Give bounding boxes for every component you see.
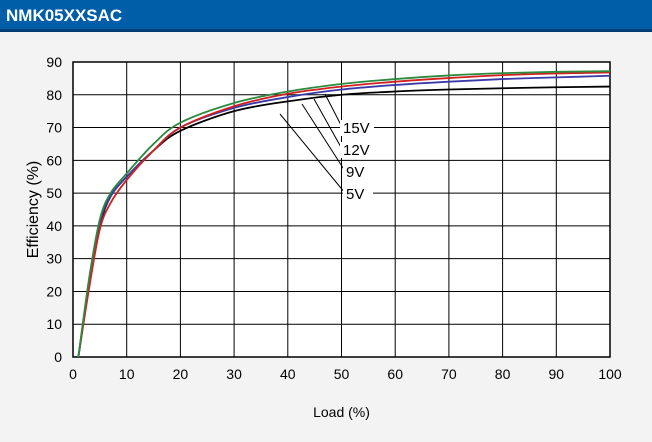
annotation-bg [340,120,374,136]
x-tick-label: 80 [495,366,511,382]
y-tick-label: 50 [46,185,62,201]
tick-labels: 0 10 20 30 40 50 60 70 80 90 100 0 10 20 30 40 50 60 70 80 9… [46,54,621,382]
annotation-bg [340,142,374,158]
annotation-bg [343,164,373,180]
annotation-leader [301,103,346,172]
y-tick-label: 0 [54,349,62,365]
y-tick-label: 10 [46,316,62,332]
x-tick-label: 100 [598,366,622,382]
annotation-leader [324,93,343,128]
series-label-5V: 5V [346,186,364,203]
chart-title: NMK05XXSAC [6,6,123,25]
x-tick-label: 70 [441,366,457,382]
series-label-9V: 9V [346,164,364,181]
grid [72,61,611,358]
annotation-leader [313,98,343,150]
x-tick-label: 90 [549,366,565,382]
y-tick-label: 60 [46,152,62,168]
series-line-15V [77,70,611,358]
y-axis-label: Efficiency (%) [25,161,42,259]
x-tick-label: 40 [280,366,296,382]
x-tick-label: 50 [334,366,350,382]
x-axis-label: Load (%) [313,404,370,420]
series-annotations: 15V 12V 9V 5V [279,93,374,203]
y-tick-label: 70 [46,120,62,136]
series-line-9V [77,74,611,358]
series-group [77,70,611,358]
x-tick-label: 20 [173,366,189,382]
series-line-12V [77,71,611,358]
x-tick-label: 0 [69,366,77,382]
y-tick-label: 90 [46,54,62,70]
chart-header: NMK05XXSAC [0,0,652,32]
annotation-leader [279,113,346,194]
series-label-15V: 15V [343,120,370,137]
annotation-bg [343,186,373,202]
y-tick-label: 20 [46,283,62,299]
efficiency-chart: 15V 12V 9V 5V 0 10 20 30 40 50 60 70 80 90 100 0 10 20 30… [25,54,622,420]
x-tick-label: 30 [226,366,242,382]
series-label-12V: 12V [343,142,370,159]
y-tick-label: 30 [46,251,62,267]
x-tick-label: 10 [119,366,135,382]
y-tick-label: 80 [46,87,62,103]
x-tick-label: 60 [387,366,403,382]
chart-area: 15V 12V 9V 5V 0 10 20 30 40 50 60 70 80 90 100 0 10 20 30… [0,32,652,437]
y-tick-label: 40 [46,218,62,234]
